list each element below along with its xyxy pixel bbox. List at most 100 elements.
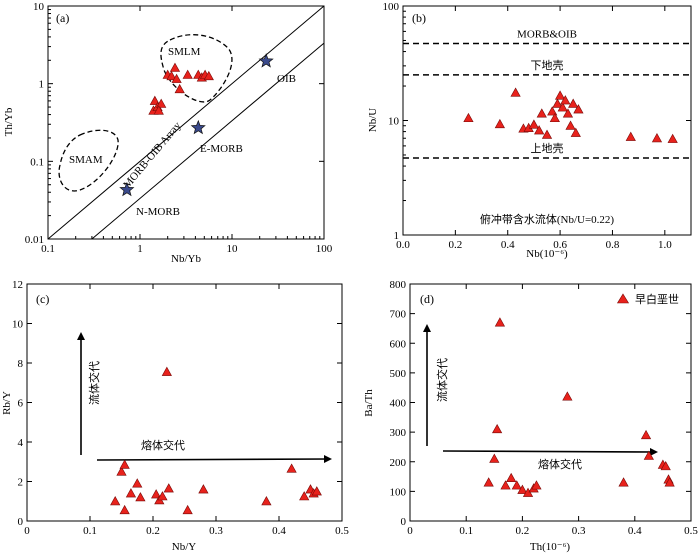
data-point <box>156 98 167 108</box>
data-point <box>517 484 528 494</box>
data-point <box>135 492 146 502</box>
panel-d: (d) 0 0.1 0.2 0.3 0.4 0.5 0 100 200 300 400 500 600 7… <box>363 279 698 553</box>
reference-star <box>190 119 206 135</box>
data-point <box>169 62 181 72</box>
data-point <box>116 466 127 476</box>
y-tick-label: 10 <box>388 116 400 128</box>
data-point <box>522 487 534 497</box>
data-point <box>119 459 130 469</box>
y-tick-label: 12 <box>12 279 23 291</box>
y-tick-label: 500 <box>390 368 407 380</box>
x-tick-label: 0.5 <box>335 525 349 537</box>
y-tick-label: 800 <box>390 279 407 291</box>
fluid-arrow-label: 流体交代 <box>87 361 101 405</box>
x-tick-label: 0.6 <box>553 239 567 251</box>
x-tick-label: 0.4 <box>272 525 286 537</box>
y-tick-label: 700 <box>390 309 407 321</box>
x-tick-label: 0.2 <box>146 525 160 537</box>
reference-line-label: 上地壳 <box>531 141 564 155</box>
panel-d-ylabel: Ba/Th <box>363 389 375 417</box>
oib-label: OIB <box>277 73 296 85</box>
y-tick-label: 0.01 <box>25 234 44 246</box>
data-point <box>161 366 172 376</box>
panel-c-frame <box>26 283 343 522</box>
x-tick-label: 100 <box>316 243 333 255</box>
x-tick-label: 0.5 <box>684 525 698 537</box>
data-point <box>528 119 540 129</box>
y-tick-label: 0 <box>401 516 407 528</box>
data-point <box>562 391 573 401</box>
x-tick-label: 0 <box>407 525 413 537</box>
data-point <box>565 120 576 130</box>
y-tick-label: 10 <box>12 319 24 331</box>
data-point <box>299 491 310 501</box>
data-point <box>568 98 579 108</box>
data-point <box>494 118 505 129</box>
data-point <box>463 112 474 123</box>
array-boundary-upper <box>48 6 324 239</box>
x-tick-label: 0 <box>24 525 30 537</box>
data-point <box>511 480 522 490</box>
data-point <box>483 477 494 487</box>
y-tick-label: 1 <box>394 230 400 242</box>
panel-b-xlabel: Nb(10⁻⁶) <box>526 248 568 260</box>
data-point <box>549 112 560 123</box>
smam-label: SMAM <box>69 154 103 166</box>
reference-star <box>258 53 274 68</box>
reference-line-label: 下地壳 <box>531 58 564 72</box>
array-boundary-lower <box>91 42 324 239</box>
data-point <box>157 491 168 501</box>
x-tick-label: 0.2 <box>448 239 462 251</box>
x-tick-label: 0.0 <box>396 239 410 251</box>
data-point <box>510 87 521 97</box>
nmorb-label: N-MORB <box>136 206 180 218</box>
panel-a-frame <box>47 5 325 240</box>
data-point <box>261 496 272 506</box>
data-point <box>541 129 553 139</box>
data-point <box>151 489 162 499</box>
data-point <box>182 504 193 515</box>
y-tick-label: 4 <box>18 437 24 449</box>
reference-line-label: MORB&OIB <box>517 29 577 41</box>
data-point <box>554 90 566 100</box>
panel-b-label: (b) <box>412 11 426 25</box>
x-tick-label: 0.2 <box>516 525 530 537</box>
data-point <box>640 429 652 440</box>
x-tick-label: 0.4 <box>628 525 642 537</box>
panel-c-xlabel: Nb/Y <box>172 541 197 553</box>
data-point <box>182 69 193 79</box>
data-point <box>643 450 654 460</box>
data-point <box>651 133 663 143</box>
x-tick-label: 0.4 <box>501 239 515 251</box>
data-point <box>664 477 675 487</box>
data-point <box>500 480 511 490</box>
legend-marker <box>616 293 630 304</box>
x-tick-label: 1.0 <box>658 239 672 251</box>
y-tick-label: 100 <box>390 486 407 498</box>
data-point <box>125 488 137 498</box>
y-tick-label: 2 <box>18 477 24 489</box>
data-point <box>560 95 571 105</box>
data-point <box>534 125 545 135</box>
panel-a-xlabel: Nb/Yb <box>171 253 201 265</box>
data-point <box>536 108 547 118</box>
x-tick-label: 10 <box>227 243 239 255</box>
y-tick-label: 100 <box>383 1 400 13</box>
data-point <box>153 105 164 115</box>
y-tick-label: 300 <box>390 427 407 439</box>
data-point <box>557 102 568 112</box>
y-tick-label: 200 <box>390 457 407 469</box>
data-point <box>667 133 678 143</box>
x-tick-label: 0.1 <box>459 525 473 537</box>
x-tick-label: 0.1 <box>41 243 55 255</box>
y-tick-label: 8 <box>18 358 24 370</box>
data-point <box>618 477 629 487</box>
data-point <box>573 104 584 114</box>
data-point <box>110 496 121 506</box>
x-tick-label: 0.1 <box>83 525 97 537</box>
data-point <box>132 478 143 488</box>
panel-b: (b) 0.0 0.2 0.4 0.6 0.8 1.0 1 10 100 MORB&OIB 下地壳… <box>367 1 692 260</box>
fluid-note: 俯冲带含水流体(Nb/U=0.22) <box>480 212 615 226</box>
panel-d-label: (d) <box>420 292 434 306</box>
